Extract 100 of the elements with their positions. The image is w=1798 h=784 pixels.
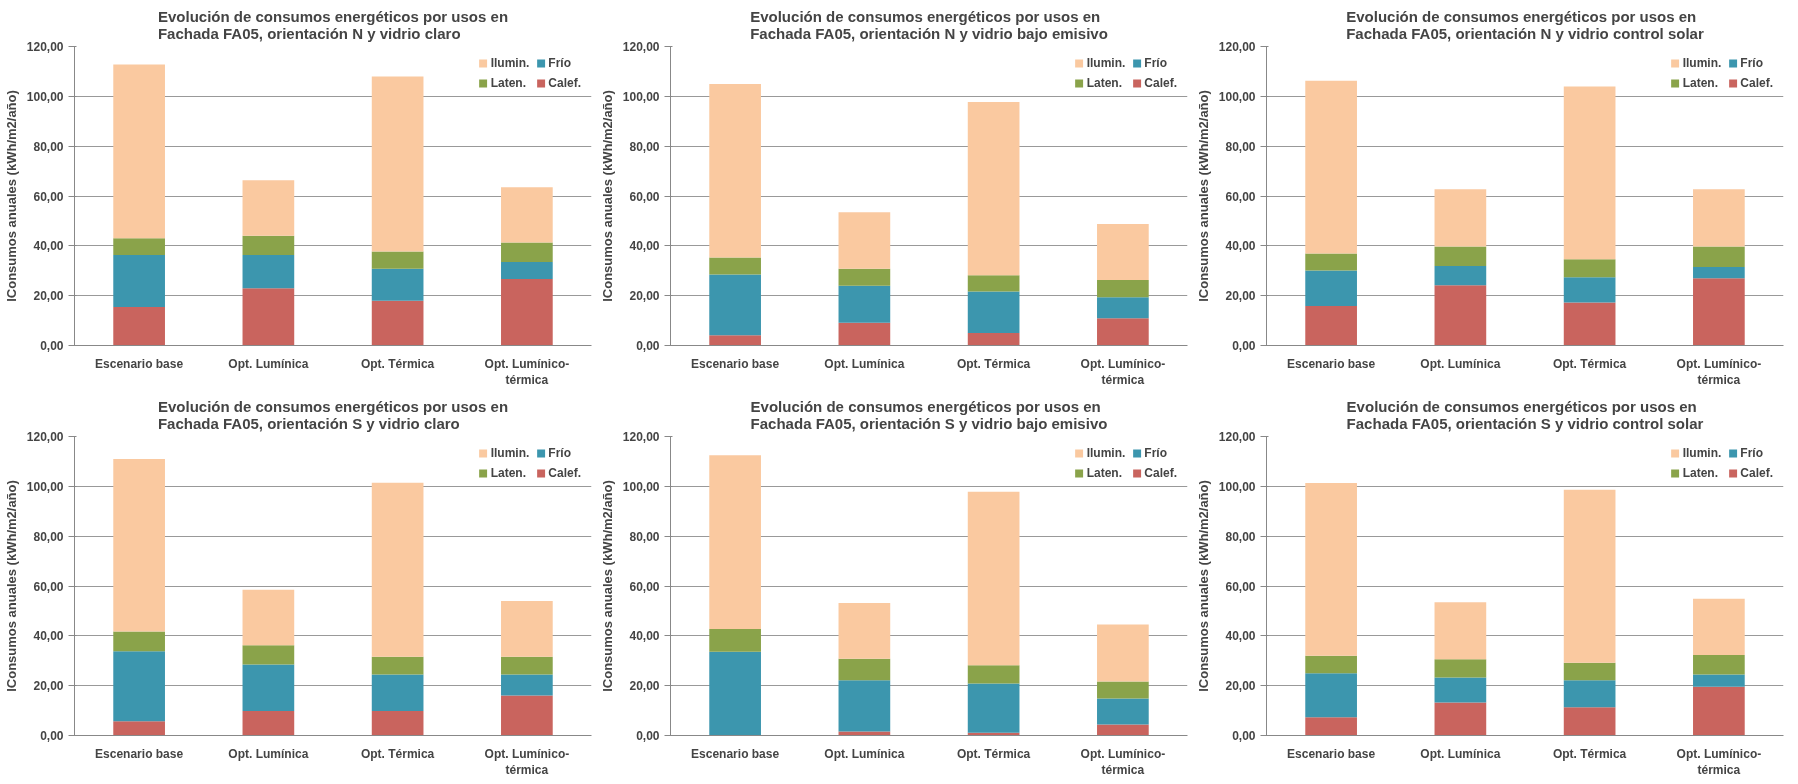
- legend-label: Ilumin.: [490, 56, 530, 70]
- y-tick-label: 0,00: [40, 729, 64, 743]
- y-tick-label: 100,00: [1218, 479, 1256, 494]
- chart-title: Evolución de consumos energéticos por usos en Fachada FA05, orientación S y vidrio bajo emisivo: [750, 397, 1108, 432]
- x-tick-label: Escenario base: [691, 746, 780, 761]
- legend-label: Calef.: [548, 76, 581, 90]
- y-tick-label: 60,00: [1225, 579, 1256, 594]
- y-tick-label: 120,00: [1218, 430, 1256, 444]
- chart-title: Evolución de consumos energéticos por usos en Fachada FA05, orientación N y vidrio control solar: [1346, 7, 1704, 42]
- x-tick-label: Opt. Térmica: [360, 746, 435, 761]
- x-tick-label: Opt. Lumínica: [228, 746, 309, 761]
- y-tick-label: 40,00: [1225, 629, 1256, 644]
- y-tick-label: 40,00: [1225, 239, 1256, 254]
- legend-label: Ilumin.: [1682, 56, 1722, 70]
- y-tick-label: 60,00: [33, 579, 64, 594]
- x-tick-label: Opt. Térmica: [360, 356, 435, 371]
- y-tick-label: 120,00: [622, 40, 660, 54]
- legend-label: Laten.: [1086, 76, 1122, 90]
- y-tick-label: 100,00: [26, 479, 64, 494]
- x-tick-label: Opt. Lumínica: [1420, 746, 1501, 761]
- y-tick-label: 60,00: [629, 579, 660, 594]
- y-tick-label: 0,00: [1232, 729, 1256, 743]
- x-tick-label: Escenario base: [1287, 356, 1376, 371]
- legend-label: Frío: [548, 56, 571, 70]
- chart-title: Evolución de consumos energéticos por usos en Fachada FA05, orientación S y vidrio control solar: [1346, 397, 1704, 432]
- y-tick-label: 40,00: [33, 629, 64, 644]
- y-tick-label: 120,00: [1218, 40, 1256, 54]
- legend-label: Calef.: [1740, 466, 1773, 480]
- legend-label: Ilumin.: [1086, 56, 1126, 70]
- y-tick-label: 100,00: [1218, 89, 1256, 104]
- x-tick-label: Opt. Lumínico-térmica: [1676, 356, 1762, 388]
- y-tick-label: 40,00: [629, 239, 660, 254]
- y-tick-label: 120,00: [26, 40, 64, 54]
- y-tick-label: 120,00: [26, 430, 64, 444]
- x-tick-label: Opt. Lumínica: [824, 356, 905, 371]
- x-tick-label: Opt. Lumínico-térmica: [1676, 746, 1762, 778]
- x-tick-label: Escenario base: [95, 746, 184, 761]
- y-axis-title: lConsumos anuales (kWh/m2/año): [1195, 90, 1211, 302]
- legend-label: Frío: [1740, 56, 1763, 70]
- y-tick-label: 20,00: [1225, 679, 1256, 694]
- x-tick-label: Opt. Lumínico-térmica: [1080, 746, 1166, 778]
- y-tick-label: 60,00: [1225, 189, 1256, 204]
- x-tick-label: Escenario base: [691, 356, 780, 371]
- y-tick-label: 120,00: [622, 430, 660, 444]
- legend-label: Laten.: [490, 466, 526, 480]
- legend-label: Frío: [1144, 56, 1167, 70]
- x-tick-label: Opt. Térmica: [956, 356, 1031, 371]
- y-tick-label: 100,00: [622, 479, 660, 494]
- x-tick-label: Opt. Lumínica: [824, 746, 905, 761]
- legend-label: Calef.: [1144, 76, 1177, 90]
- y-axis-title: lConsumos anuales (kWh/m2/año): [599, 90, 615, 302]
- legend-label: Frío: [548, 446, 571, 460]
- legend-label: Laten.: [1682, 466, 1718, 480]
- y-tick-label: 80,00: [33, 529, 64, 544]
- y-tick-label: 20,00: [33, 289, 64, 304]
- x-tick-label: Opt. Térmica: [1552, 356, 1627, 371]
- x-tick-label: Escenario base: [95, 356, 184, 371]
- y-tick-label: 80,00: [1225, 139, 1256, 154]
- legend-label: Ilumin.: [1682, 446, 1722, 460]
- y-tick-label: 0,00: [40, 339, 64, 353]
- x-tick-label: Opt. Lumínica: [1420, 356, 1501, 371]
- y-tick-label: 100,00: [26, 89, 64, 104]
- y-tick-label: 80,00: [629, 139, 660, 154]
- legend-label: Ilumin.: [1086, 446, 1126, 460]
- x-tick-label: Opt. Lumínico-térmica: [484, 746, 570, 778]
- y-tick-label: 80,00: [1225, 529, 1256, 544]
- legend-label: Laten.: [490, 76, 526, 90]
- x-tick-label: Opt. Térmica: [956, 746, 1031, 761]
- y-axis-title: lConsumos anuales (kWh/m2/año): [3, 480, 19, 692]
- y-axis-title: lConsumos anuales (kWh/m2/año): [599, 480, 615, 692]
- legend-label: Frío: [1144, 446, 1167, 460]
- y-tick-label: 80,00: [33, 139, 64, 154]
- chart-title: Evolución de consumos energéticos por usos en Fachada FA05, orientación N y vidrio claro: [157, 7, 509, 42]
- y-tick-label: 40,00: [33, 239, 64, 254]
- legend-label: Calef.: [1144, 466, 1177, 480]
- y-tick-label: 20,00: [629, 679, 660, 694]
- legend-label: Ilumin.: [490, 446, 530, 460]
- y-tick-label: 0,00: [636, 339, 660, 353]
- y-tick-label: 0,00: [1232, 339, 1256, 353]
- y-tick-label: 60,00: [629, 189, 660, 204]
- y-tick-label: 40,00: [629, 629, 660, 644]
- x-tick-label: Opt. Térmica: [1552, 746, 1627, 761]
- legend-label: Laten.: [1682, 76, 1718, 90]
- y-tick-label: 100,00: [622, 89, 660, 104]
- y-tick-label: 20,00: [33, 679, 64, 694]
- chart-title: Evolución de consumos energéticos por usos en Fachada FA05, orientación S y vidrio claro: [157, 397, 509, 432]
- y-tick-label: 0,00: [636, 729, 660, 743]
- y-axis-title: lConsumos anuales (kWh/m2/año): [1195, 480, 1211, 692]
- y-tick-label: 80,00: [629, 529, 660, 544]
- y-tick-label: 20,00: [629, 289, 660, 304]
- y-tick-label: 60,00: [33, 189, 64, 204]
- y-axis-title: lConsumos anuales (kWh/m2/año): [3, 90, 19, 302]
- legend-label: Laten.: [1086, 466, 1122, 480]
- x-tick-label: Escenario base: [1287, 746, 1376, 761]
- legend-label: Frío: [1740, 446, 1763, 460]
- chart-title: Evolución de consumos energéticos por usos en Fachada FA05, orientación N y vidrio bajo emisivo: [750, 7, 1108, 42]
- legend-label: Calef.: [1740, 76, 1773, 90]
- y-tick-label: 20,00: [1225, 289, 1256, 304]
- x-tick-label: Opt. Lumínico-térmica: [1080, 356, 1166, 388]
- x-tick-label: Opt. Lumínico-térmica: [484, 356, 570, 388]
